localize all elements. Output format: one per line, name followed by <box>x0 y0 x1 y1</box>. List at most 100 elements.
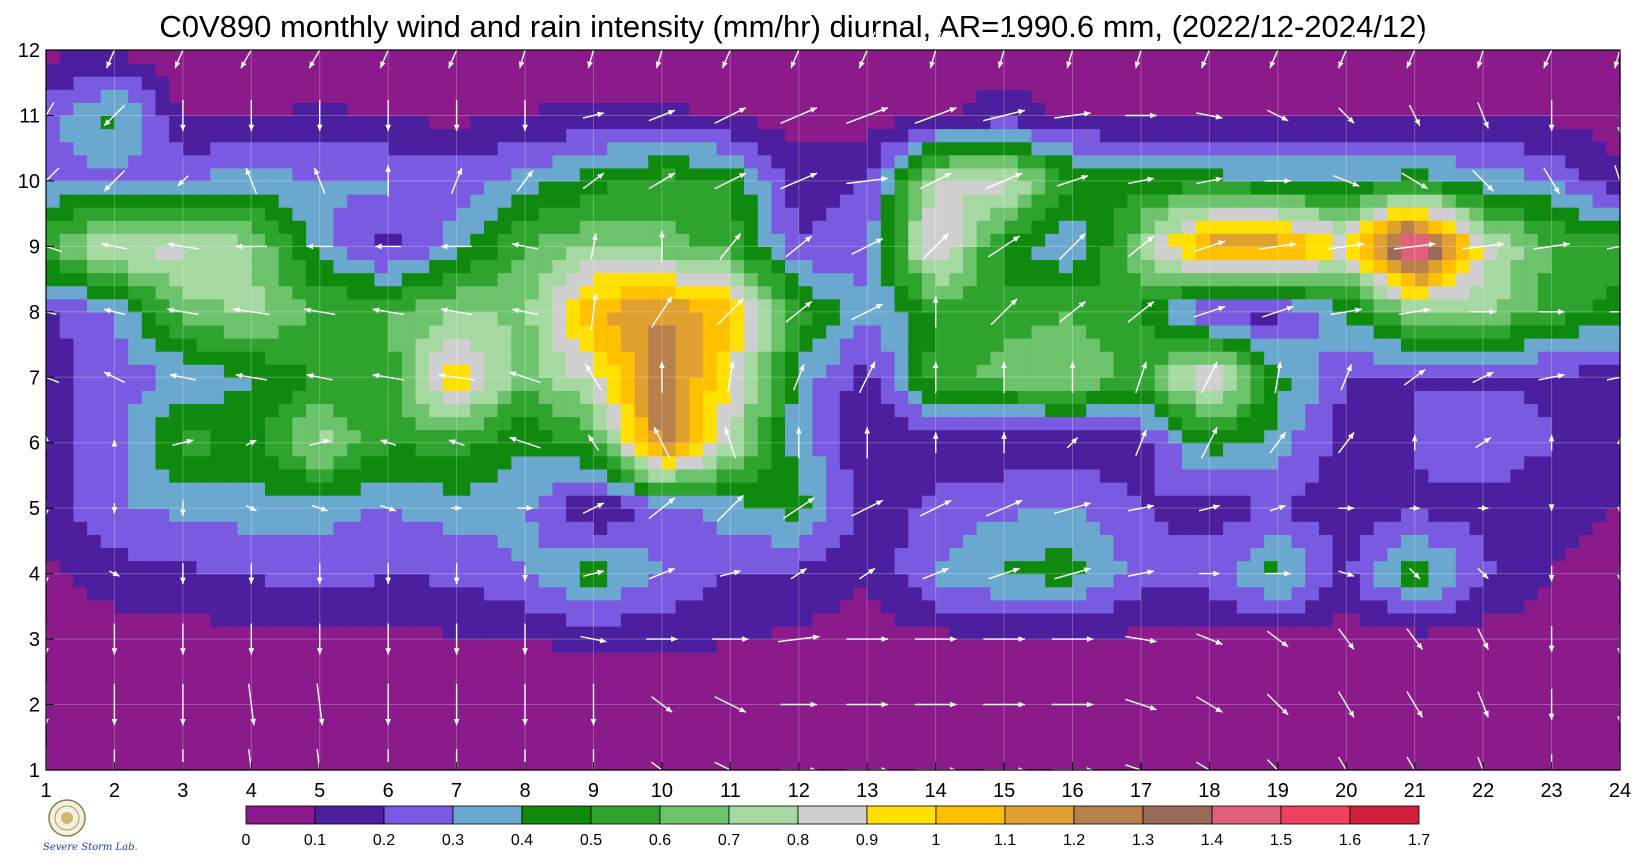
heatmap-cell <box>620 167 636 182</box>
heatmap-cell <box>470 560 485 575</box>
heatmap-cell <box>853 586 868 601</box>
heatmap-cell <box>839 246 855 261</box>
heatmap-cell <box>661 128 677 143</box>
heatmap-cell <box>853 612 868 627</box>
heatmap-cell <box>264 246 280 261</box>
heatmap-cell <box>401 639 417 653</box>
heatmap-cell <box>73 403 88 418</box>
heatmap-cell <box>880 324 896 339</box>
heatmap-cell <box>1236 573 1252 588</box>
heatmap-cell <box>306 180 321 195</box>
heatmap-cell <box>1168 377 1183 391</box>
heatmap-cell <box>689 612 704 627</box>
heatmap-cell <box>46 704 61 719</box>
heatmap-cell <box>46 272 61 287</box>
heatmap-cell <box>785 547 800 562</box>
heatmap-cell <box>634 115 649 130</box>
heatmap-cell <box>634 141 649 156</box>
heatmap-cell <box>1058 665 1074 679</box>
heatmap-cell <box>497 508 512 522</box>
heatmap-cell <box>1017 743 1033 758</box>
heatmap-cell <box>511 495 526 509</box>
heatmap-cell <box>59 154 74 169</box>
heatmap-cell <box>1182 272 1197 287</box>
heatmap-cell <box>1099 180 1115 195</box>
heatmap-cell <box>716 76 731 90</box>
heatmap-cell <box>347 63 362 77</box>
heatmap-cell <box>456 154 471 169</box>
heatmap-cell <box>73 338 88 352</box>
heatmap-cell <box>853 63 868 77</box>
heatmap-cell <box>1209 468 1224 483</box>
heatmap-cell <box>169 416 184 431</box>
heatmap-cell <box>278 246 293 261</box>
heatmap-cell <box>100 586 116 601</box>
heatmap-cell <box>114 351 129 365</box>
heatmap-cell <box>620 665 636 679</box>
heatmap-cell <box>319 442 335 457</box>
heatmap-cell <box>648 495 663 509</box>
heatmap-cell <box>237 442 252 457</box>
heatmap-cell <box>264 63 280 77</box>
heatmap-cell <box>566 76 581 90</box>
heatmap-cell <box>292 154 307 169</box>
heatmap-cell <box>497 259 512 274</box>
heatmap-cell <box>1223 351 1238 365</box>
heatmap-cell <box>429 639 444 653</box>
heatmap-cell <box>867 233 882 247</box>
heatmap-cell <box>429 743 444 758</box>
heatmap-cell <box>100 442 116 457</box>
heatmap-cell <box>429 508 444 522</box>
heatmap-cell <box>921 547 937 562</box>
heatmap-cell <box>1086 311 1101 326</box>
heatmap-cell <box>292 141 307 156</box>
heatmap-cell <box>1086 50 1101 64</box>
heatmap-cell <box>264 76 280 90</box>
heatmap-cell <box>1017 482 1033 496</box>
heatmap-cell <box>1127 652 1142 666</box>
heatmap-cell <box>1250 324 1265 339</box>
heatmap-cell <box>360 180 376 195</box>
heatmap-cell <box>141 128 157 143</box>
heatmap-cell <box>620 364 636 378</box>
heatmap-cell <box>73 311 88 326</box>
heatmap-cell <box>59 298 74 313</box>
heatmap-cell <box>87 691 102 706</box>
heatmap-cell <box>1236 259 1252 274</box>
heatmap-cell <box>1086 324 1101 339</box>
heatmap-cell <box>620 652 636 666</box>
heatmap-cell <box>785 599 800 614</box>
heatmap-cell <box>1017 285 1033 300</box>
heatmap-cell <box>278 377 293 391</box>
heatmap-cell <box>87 482 102 496</box>
heatmap-cell <box>128 220 143 234</box>
heatmap-cell <box>1154 207 1169 221</box>
heatmap-cell <box>949 128 964 143</box>
heatmap-cell <box>1154 560 1169 575</box>
heatmap-cell <box>880 704 896 719</box>
heatmap-cell <box>785 442 800 457</box>
heatmap-cell <box>511 351 526 365</box>
heatmap-cell <box>963 63 978 77</box>
heatmap-cell <box>826 678 841 693</box>
heatmap-cell <box>525 364 540 378</box>
heatmap-cell <box>128 495 143 509</box>
heatmap-cell <box>401 691 417 706</box>
heatmap-cell <box>620 180 636 195</box>
heatmap-cell <box>511 403 526 418</box>
heatmap-cell <box>319 416 335 431</box>
heatmap-cell <box>1045 756 1060 771</box>
heatmap-cell <box>1236 89 1252 103</box>
heatmap-cell <box>251 534 266 549</box>
heatmap-cell <box>757 495 773 509</box>
heatmap-cell <box>1058 298 1074 313</box>
heatmap-cell <box>497 390 512 405</box>
heatmap-cell <box>1127 338 1142 352</box>
heatmap-cell <box>429 180 444 195</box>
heatmap-cell <box>292 652 307 666</box>
heatmap-cell <box>1236 403 1252 418</box>
heatmap-cell <box>689 482 704 496</box>
heatmap-cell <box>114 482 129 496</box>
heatmap-cell <box>223 207 239 221</box>
heatmap-cell <box>401 429 417 444</box>
